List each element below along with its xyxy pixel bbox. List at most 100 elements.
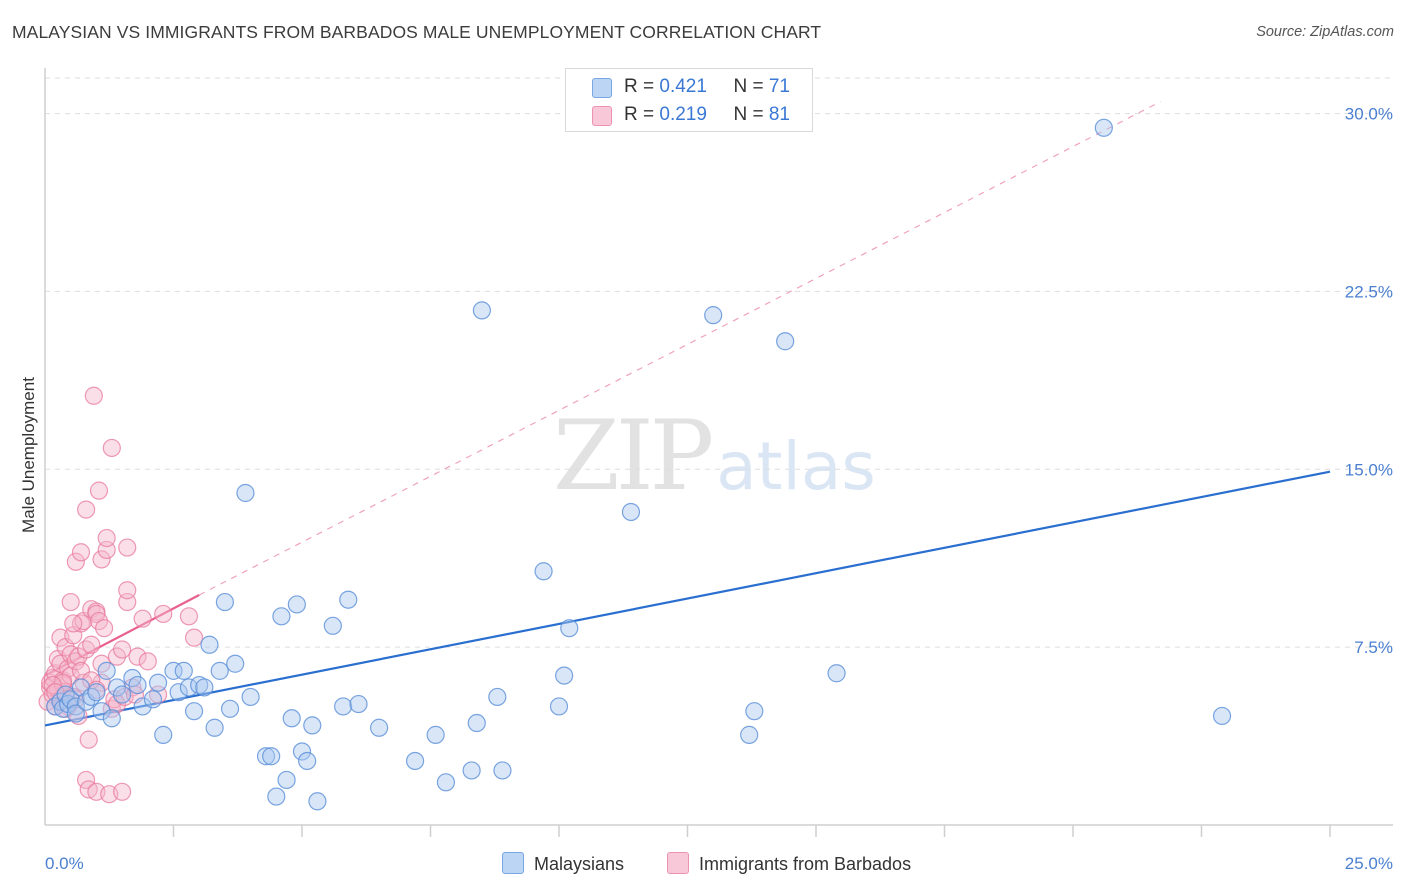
malaysian-point [262,747,281,766]
barbados-point [89,481,109,500]
bottom-legend-label: Malaysians [534,854,625,874]
bottom-legend-swatch-pink [667,852,689,874]
y-axis-title: Male Unemployment [19,377,38,533]
legend-n-label: N = [733,104,769,125]
malaysian-point [66,704,85,723]
barbados-point [64,614,83,633]
barbados-point [184,628,204,647]
malaysian-point [740,725,759,744]
chart-title: MALAYSIAN VS IMMIGRANTS FROM BARBADOS MA… [12,22,822,42]
malaysian-point [426,725,445,744]
malaysian-point [92,702,111,721]
malaysian-point [272,607,291,626]
y-tick-label: 7.5% [1354,638,1393,657]
malaysian-point [555,666,574,685]
barbados-point [71,614,91,633]
x-tick-label: 0.0% [45,854,84,873]
barbados-point [66,552,85,571]
legend-r-value: 0.421 [659,76,707,97]
y-tick-label: 15.0% [1345,460,1393,479]
barbados-trend-extension [198,101,1161,596]
malaysian-point [298,751,317,771]
barbados-point [118,581,137,600]
malaysian-point [236,483,255,503]
legend-r-label: R = [624,76,660,97]
barbados-point [61,592,80,612]
malaysian-point [349,694,368,714]
malaysian-point [549,697,569,716]
legend-n-value: 81 [768,104,790,125]
x-tick-label: 25.0% [1345,854,1393,873]
malaysian-point [148,673,168,692]
legend-text: R = 0.421 N = 71 [624,76,790,98]
barbados-point [82,635,101,654]
tick-label-layer: 7.5% 15.0% 22.5% 30.0% 0.0% 25.0% [45,105,1393,873]
correlation-legend: R = 0.421 N = 71 R = 0.219 N = 81 [565,68,813,132]
bottom-legend-barbados: Immigrants from Barbados [667,852,911,875]
malaysian-point [493,761,512,780]
barbados-point [133,609,152,628]
malaysian-point [827,664,846,683]
malaysian-point [560,619,579,638]
malaysian-point [405,751,425,771]
barbados-point [43,675,62,695]
malaysian-point [226,654,245,673]
malaysian-point [200,635,219,654]
malaysian-point [102,709,121,728]
y-tick-label: 22.5% [1345,282,1393,301]
legend-n-value: 71 [768,76,790,97]
malaysian-point [370,718,389,737]
malaysian-point [534,562,553,581]
barbados-point [66,652,85,671]
malaysian-point [154,725,173,744]
malaysian-point [287,595,306,614]
barbados-point [154,604,173,624]
malaysian-point [215,592,234,612]
legend-swatch-blue [592,78,612,98]
malaysian-point [143,690,163,709]
trend-layer [44,101,1331,727]
barbados-point [87,604,106,624]
malaysian-point [128,675,147,695]
axis-layer [44,68,1393,837]
malaysian-point [164,661,183,680]
barbados-point [77,500,96,519]
malaysian-point [220,699,240,718]
malaysian-point [472,301,491,320]
legend-text: R = 0.219 N = 81 [624,104,790,126]
barbados-points [38,386,204,804]
bottom-legend-swatch-blue [502,852,524,874]
malaysian-point [1212,706,1232,726]
malaysian-point [334,697,353,716]
malaysian-point [256,747,276,766]
barbados-point [112,640,132,659]
malaysian-point [277,770,296,790]
barbados-point [97,528,116,548]
legend-r-value: 0.219 [659,104,707,125]
malaysian-point [323,616,342,635]
malaysian-point [205,718,224,737]
barbados-point [102,438,121,458]
malaysian-point [776,332,795,351]
barbados-point [69,647,88,666]
barbados-point [79,730,98,749]
malaysian-point [282,709,301,728]
barbados-point [112,782,132,801]
barbados-point [138,652,157,671]
barbados-point [95,619,114,638]
malaysian-point [1094,118,1113,137]
malaysian-point [704,306,723,325]
barbados-point [84,386,103,405]
malaysian-point [66,697,85,716]
malaysian-point [462,761,481,780]
malaysian-point [169,683,188,702]
malaysian-point [436,773,456,792]
legend-swatch-pink [592,106,612,126]
legend-n-label: N = [733,76,769,97]
malaysian-point [174,661,193,680]
bottom-legend-label: Immigrants from Barbados [699,854,912,874]
malaysian-point [210,661,229,680]
malaysian-point [467,713,486,733]
malaysian-point [745,702,764,721]
